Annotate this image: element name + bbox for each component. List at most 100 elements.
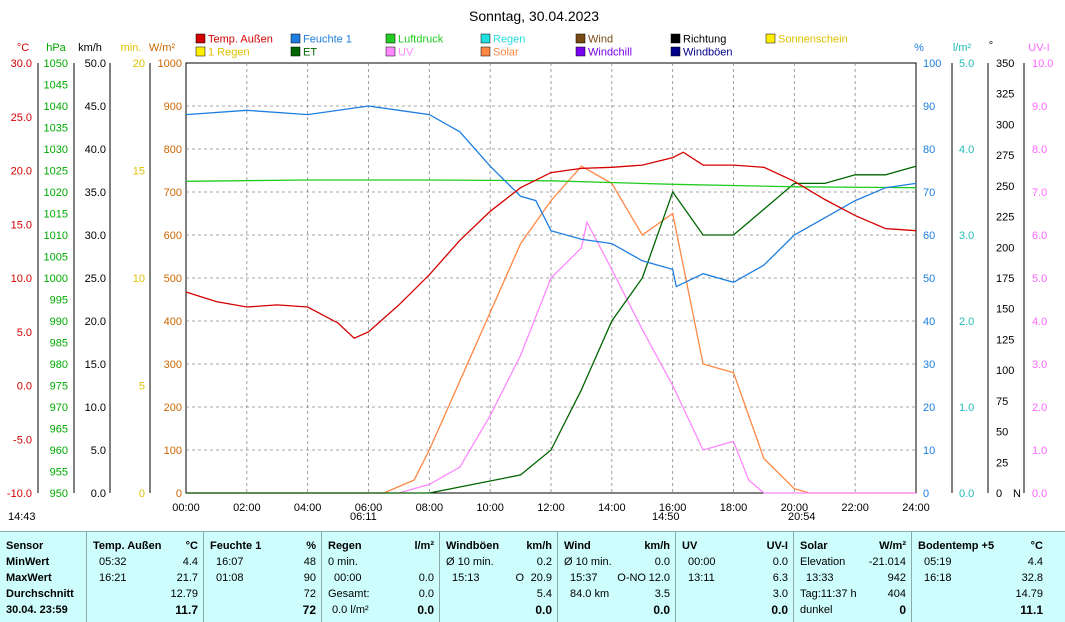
direction-axis-tick: 200 [996, 242, 1014, 254]
soil-min: 4.4 [1027, 556, 1043, 568]
humidity-axis-tick: 20 [923, 402, 935, 414]
legend-swatch [670, 33, 681, 44]
wind-r2-label: 15:37 [570, 572, 598, 584]
rain-current: 0.0 [417, 603, 434, 617]
sun-axis-tick: 10 [133, 273, 145, 285]
legend-label: 1 Regen [208, 47, 250, 59]
stats-solar: Solar W/m² Elevation -21.014 13:33 942 T… [793, 532, 912, 622]
x-tick: 02:00 [233, 502, 261, 514]
temp-axis-tick: -10.0 [7, 488, 32, 500]
temp-axis-tick: 0.0 [17, 381, 32, 393]
gust-header: Windböen [446, 540, 500, 552]
humidity-axis-tick: 80 [923, 144, 935, 156]
legend-swatch [575, 46, 586, 57]
uv-axis-tick: 2.0 [1032, 402, 1047, 414]
humidity-axis-tick: 30 [923, 359, 935, 371]
uv-min: 0.0 [772, 556, 788, 568]
uv-axis-tick: 3.0 [1032, 359, 1047, 371]
wind-r2-dir: O-NO [617, 572, 646, 584]
direction-axis-tick: 25 [996, 457, 1008, 469]
humidity-axis-tick: 40 [923, 316, 935, 328]
stats-soil: Bodentemp +5 °C 05:19 4.4 16:18 32.8 14.… [911, 532, 1065, 622]
pressure-axis-tick: 1025 [44, 166, 68, 178]
wind-axis-tick: 20.0 [85, 316, 106, 328]
legend-label: Feuchte 1 [303, 34, 352, 46]
stats-rain: Regen l/m² 0 min. 00:00 0.0 Gesamt: 0.0 … [321, 532, 440, 622]
stats-gust: Windböen km/h Ø 10 min. 0.2 15:13 O 20.9… [439, 532, 558, 622]
legend-swatch [385, 46, 396, 57]
series-layer [185, 105, 917, 494]
pressure-axis-tick: 985 [50, 338, 68, 350]
uv-current: 0.0 [771, 603, 788, 617]
pressure-axis-tick: 965 [50, 424, 68, 436]
rain-axis-tick: 3.0 [959, 230, 974, 242]
gust-r2-val: 20.9 [530, 572, 552, 584]
x-tick: 20:00 [781, 502, 809, 514]
legend-swatch [670, 46, 681, 57]
stats-wind: Wind km/h Ø 10 min. 0.0 15:37 O-NO 12.0 … [557, 532, 676, 622]
direction-axis-tick: 175 [996, 273, 1014, 285]
direction-axis-tick: 250 [996, 181, 1014, 193]
humidity-max-time: 01:08 [216, 572, 244, 584]
solar-header: Solar [800, 540, 828, 552]
soil-header: Bodentemp +5 [918, 540, 995, 552]
soil-max-time: 16:18 [924, 572, 952, 584]
weather-chart: Sonntag, 30.04.2023 Temp. Außen Feuchte 1… [7, 8, 1054, 523]
solar-axis-tick: 900 [164, 101, 182, 113]
humidity-axis-tick: 60 [923, 230, 935, 242]
uv-max-time: 13:11 [688, 572, 715, 584]
wind-axis-tick: 45.0 [85, 101, 106, 113]
solar-axis-tick: 200 [164, 402, 182, 414]
x-tick: 24:00 [902, 502, 930, 514]
solar-axis-tick: 600 [164, 230, 182, 242]
time-marker: 14:50 [652, 511, 680, 523]
humidity-avg: 72 [303, 588, 316, 600]
humidity-axis-tick: 100 [923, 58, 941, 70]
pressure-axis-tick: 980 [50, 359, 68, 371]
solar-axis-tick: 300 [164, 359, 182, 371]
series-line [186, 165, 916, 494]
solar-axis-tick: 1000 [158, 58, 182, 70]
sun-axis-tick: 0 [139, 488, 145, 500]
row-max: MaxWert [6, 572, 52, 584]
uv-axis-tick: 9.0 [1032, 101, 1047, 113]
uv-axis-tick: 8.0 [1032, 144, 1047, 156]
rain-r2-label: 00:00 [334, 572, 362, 584]
legend: Temp. Außen Feuchte 1 Luftdruck Regen Wind Ri… [195, 33, 848, 59]
wind-header: Wind [564, 540, 591, 552]
direction-axis-tick: 225 [996, 212, 1014, 224]
rain-r3-label: Gesamt: [328, 588, 370, 600]
wind-avg: 3.5 [654, 588, 670, 600]
legend-swatch [480, 46, 491, 57]
sun-axis-tick: 20 [133, 58, 145, 70]
wind-axis-tick: 15.0 [85, 359, 106, 371]
series-line [185, 151, 917, 339]
legend-label: UV [398, 47, 414, 59]
uv-axis-tick: 6.0 [1032, 230, 1047, 242]
direction-axis-tick: 50 [996, 427, 1008, 439]
humidity-axis-tick: 10 [923, 445, 935, 457]
solar-r1-label: Elevation [800, 556, 846, 568]
solar-r3-label: Tag:11:37 h [800, 588, 857, 600]
rain-axis-unit: l/m² [953, 42, 972, 54]
legend-swatch [385, 33, 396, 44]
direction-axis-tick: 275 [996, 150, 1014, 162]
legend-swatch [480, 33, 491, 44]
wind-r3-label: 84.0 km [570, 588, 610, 600]
stats-temp: Temp. Außen °C 05:32 4.4 16:21 21.7 12.7… [86, 532, 204, 622]
direction-axis-tick: 75 [996, 396, 1008, 408]
x-tick: 14:00 [598, 502, 626, 514]
legend-label: Solar [493, 47, 519, 59]
humidity-current: 72 [302, 603, 316, 617]
uv-axis-tick: 4.0 [1032, 316, 1047, 328]
wind-axis-tick: 5.0 [91, 445, 106, 457]
axes: 30.025.020.015.010.05.00.0-5.0-10.0°C105… [7, 40, 1054, 500]
legend-label: Temp. Außen [208, 34, 273, 46]
temp-axis-tick: 30.0 [11, 58, 32, 70]
solar-axis-tick: 400 [164, 316, 182, 328]
pressure-axis-tick: 1040 [44, 101, 68, 113]
temp-unit: °C [185, 540, 198, 552]
rain-axis-tick: 4.0 [959, 144, 974, 156]
pressure-axis-tick: 1010 [44, 230, 68, 242]
temp-max-time: 16:21 [99, 572, 127, 584]
